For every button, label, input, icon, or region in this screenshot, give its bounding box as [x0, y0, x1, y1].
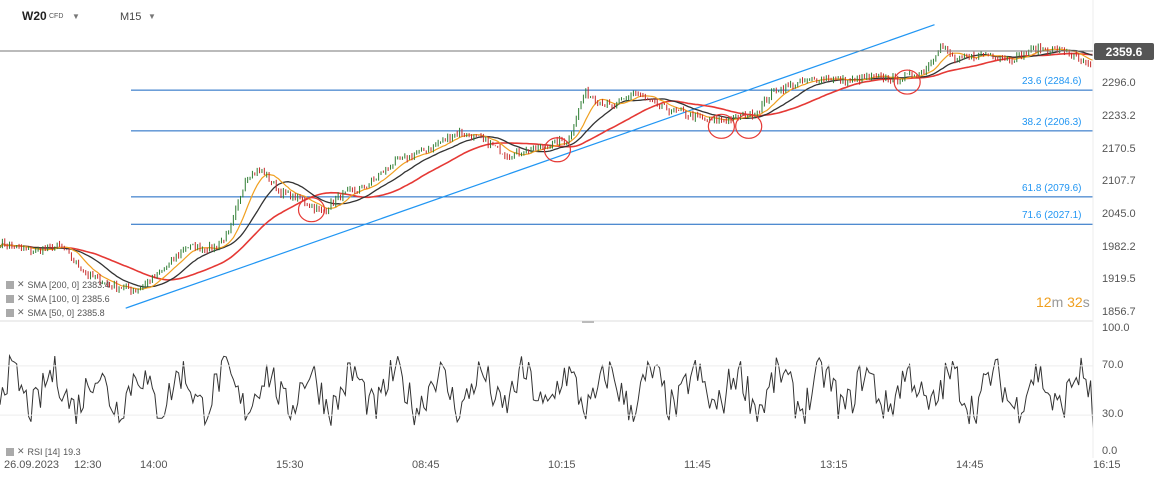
sma-50-line[interactable] — [0, 48, 1094, 290]
symbol-dropdown-icon[interactable]: ▼ — [72, 12, 80, 21]
fib-level-label: 38.2 (2206.3) — [1022, 116, 1082, 128]
close-icon[interactable]: ✕ — [17, 293, 25, 303]
time-axis-tick: 13:15 — [820, 459, 848, 471]
price-axis-tick: 2296.0 — [1102, 77, 1136, 90]
close-icon[interactable]: ✕ — [17, 279, 25, 289]
time-axis-tick: 15:30 — [276, 459, 304, 471]
price-axis-tick: 2170.5 — [1102, 142, 1136, 155]
legend-sma-100[interactable]: ✕ SMA [100, 0] 2385.6 — [6, 293, 110, 304]
legend-label: RSI [14] — [27, 446, 61, 457]
price-axis-tick: 2233.2 — [1102, 109, 1136, 122]
fib-level-label: 61.8 (2079.6) — [1022, 182, 1082, 194]
time-axis-tick: 26.09.2023 — [4, 459, 60, 471]
time-axis-tick: 08:45 — [412, 459, 440, 471]
legend-value: 2383.4 — [82, 279, 110, 290]
highlight-circle[interactable] — [735, 113, 763, 139]
time-axis-tick: 16:15 — [1093, 459, 1121, 471]
fib-level-label: 71.6 (2027.1) — [1022, 210, 1082, 222]
price-axis-tick: 2045.0 — [1102, 207, 1136, 220]
legend-value: 2385.6 — [82, 293, 110, 304]
highlight-circle[interactable] — [297, 197, 326, 223]
legend-label: SMA [100, 0] — [27, 293, 80, 304]
time-axis-tick: 12:30 — [74, 459, 102, 471]
price-axis-tick: 1982.2 — [1102, 240, 1136, 253]
legend-value: 19.3 — [63, 446, 81, 457]
rsi-axis-tick: 70.0 — [1102, 358, 1124, 371]
price-axis-tick: 1856.7 — [1102, 306, 1136, 318]
price-axis-tick: 1919.5 — [1102, 273, 1136, 286]
settings-icon[interactable] — [6, 447, 14, 456]
trendline[interactable] — [125, 24, 935, 309]
highlight-circle[interactable] — [707, 113, 735, 139]
rsi-axis-tick: 100.0 — [1102, 322, 1130, 334]
timeframe-selector[interactable]: M15 — [120, 11, 142, 23]
sma-200-line[interactable] — [0, 52, 1094, 281]
highlight-circle[interactable] — [893, 69, 921, 95]
settings-icon[interactable] — [6, 280, 14, 289]
legend-label: SMA [200, 0] — [27, 279, 80, 290]
rsi-axis-tick: 0.0 — [1102, 445, 1118, 457]
rsi-line[interactable] — [0, 353, 1094, 429]
sma-100-line[interactable] — [0, 49, 1094, 288]
time-axis-tick: 14:45 — [956, 459, 984, 471]
legend-value: 2385.8 — [77, 307, 105, 318]
candle-countdown: 12m 32s — [1036, 294, 1090, 310]
settings-icon[interactable] — [6, 294, 14, 303]
time-axis-tick: 14:00 — [140, 459, 168, 471]
last-price-badge: 2359.6 — [1094, 43, 1154, 60]
settings-icon[interactable] — [6, 308, 14, 317]
legend-sma-50[interactable]: ✕ SMA [50, 0] 2385.8 — [6, 307, 105, 318]
legend-label: SMA [50, 0] — [27, 307, 75, 318]
legend-sma-200[interactable]: ✕ SMA [200, 0] 2383.4 — [6, 279, 110, 290]
symbol-name[interactable]: W20 — [22, 9, 47, 23]
fib-level-label: 23.6 (2284.6) — [1022, 76, 1082, 88]
time-axis-tick: 11:45 — [684, 459, 711, 471]
instrument-type: CFD — [49, 13, 64, 20]
panel-resize-handle[interactable] — [582, 321, 594, 323]
legend-rsi[interactable]: ✕ RSI [14] 19.3 — [6, 446, 81, 457]
price-axis-tick: 2107.7 — [1102, 175, 1136, 188]
close-icon[interactable]: ✕ — [17, 307, 25, 317]
highlight-circle[interactable] — [543, 137, 572, 163]
close-icon[interactable]: ✕ — [17, 446, 25, 456]
time-axis-tick: 10:15 — [548, 459, 576, 471]
timeframe-dropdown-icon[interactable]: ▼ — [148, 12, 156, 21]
rsi-axis-tick: 30.0 — [1102, 408, 1124, 421]
